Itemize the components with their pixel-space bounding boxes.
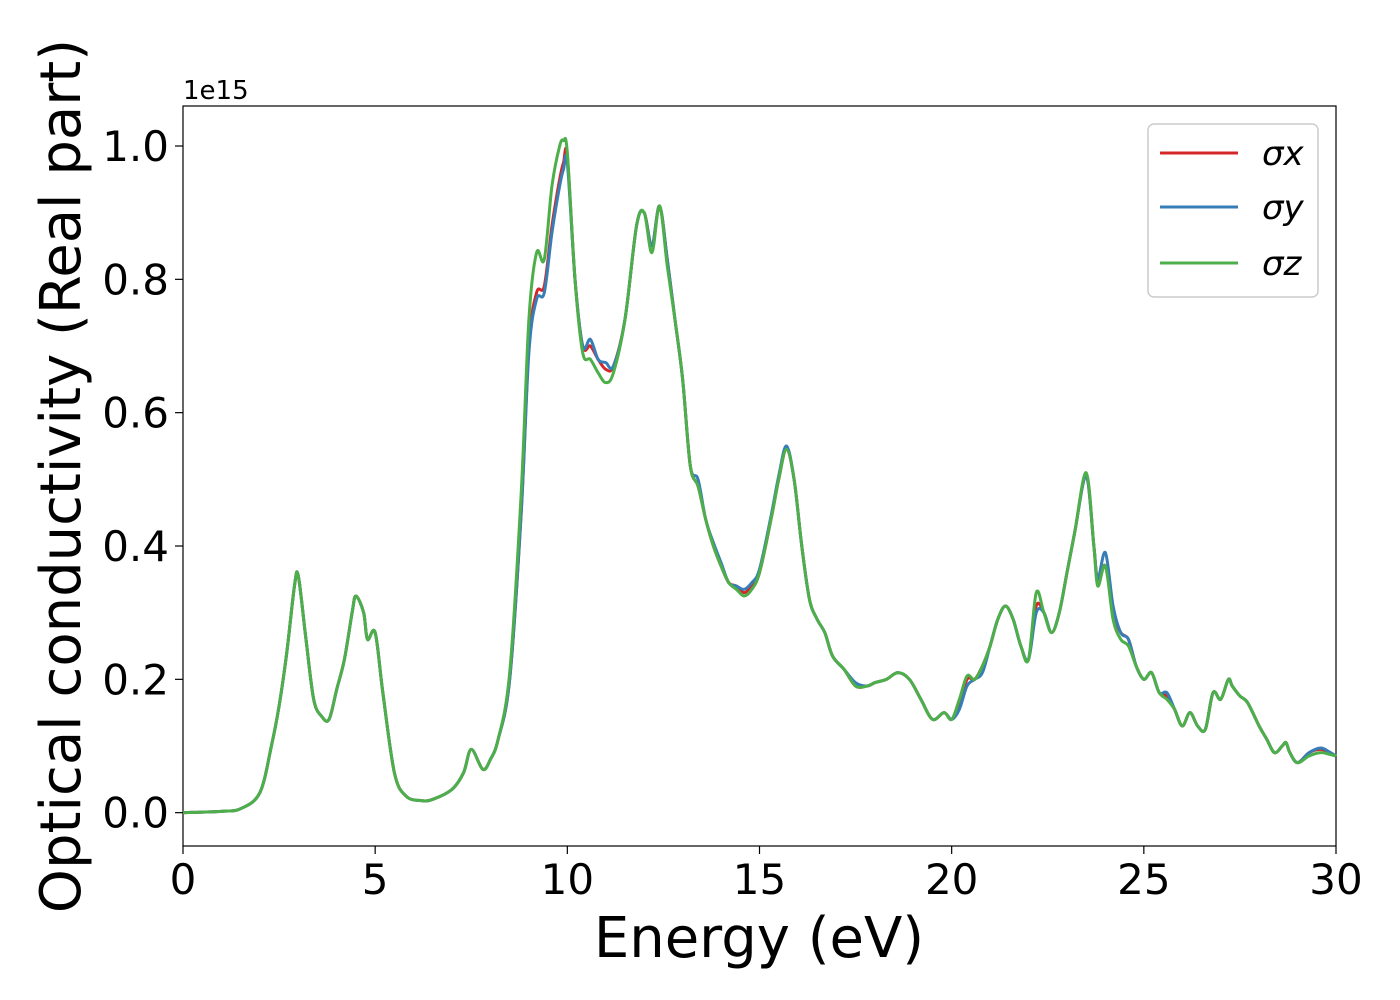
x-tick-label: 25	[1117, 855, 1170, 904]
y-tick-label: 0.4	[102, 522, 169, 571]
legend-box	[1147, 123, 1319, 298]
x-tick-label: 0	[170, 855, 197, 904]
y-axis-offset-text: 1e15	[183, 76, 249, 106]
legend-label-sigma-z: σz	[1262, 244, 1303, 284]
x-tick-label: 15	[733, 855, 786, 904]
y-tick-label: 0.2	[102, 655, 169, 704]
legend-label-sigma-x: σx	[1262, 134, 1305, 174]
x-tick-label: 10	[541, 855, 594, 904]
x-tick-label: 20	[925, 855, 978, 904]
x-tick-label: 30	[1309, 855, 1362, 904]
y-axis-ticks: 0.0 0.2 0.4 0.6 0.8 1.0	[102, 122, 183, 838]
x-axis-ticks: 0 5 10 15 20 25 30	[170, 846, 1363, 904]
legend: σx σy σz	[1147, 123, 1319, 298]
y-tick-label: 0.8	[102, 255, 169, 304]
x-axis-title: Energy (eV)	[594, 906, 924, 971]
legend-label-sigma-y: σy	[1262, 188, 1305, 228]
y-axis-title: Optical conductivity (Real part)	[29, 39, 94, 913]
x-tick-label: 5	[362, 855, 389, 904]
series-line-sigma-z	[182, 136, 1337, 815]
series-group	[182, 136, 1337, 815]
y-tick-label: 0.0	[102, 789, 169, 838]
y-tick-label: 0.6	[102, 389, 169, 438]
y-tick-label: 1.0	[102, 122, 169, 171]
